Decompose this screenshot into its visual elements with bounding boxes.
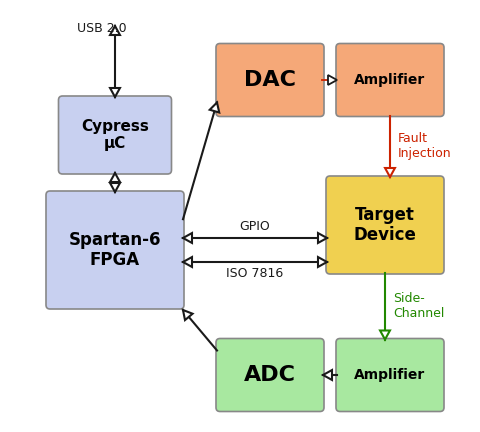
Text: Side-
Channel: Side- Channel: [393, 292, 444, 320]
FancyBboxPatch shape: [46, 191, 184, 309]
Polygon shape: [183, 233, 192, 243]
Polygon shape: [183, 257, 192, 267]
Text: Spartan-6
FPGA: Spartan-6 FPGA: [69, 231, 161, 270]
FancyBboxPatch shape: [59, 96, 171, 174]
Polygon shape: [328, 75, 337, 85]
FancyBboxPatch shape: [326, 176, 444, 274]
Text: Amplifier: Amplifier: [354, 73, 426, 87]
Polygon shape: [110, 173, 120, 182]
FancyBboxPatch shape: [216, 44, 324, 117]
Text: USB 2.0: USB 2.0: [77, 22, 127, 35]
Text: Fault
Injection: Fault Injection: [398, 132, 452, 160]
Polygon shape: [318, 257, 327, 267]
FancyBboxPatch shape: [336, 339, 444, 412]
Text: ISO 7816: ISO 7816: [227, 267, 284, 280]
Text: DAC: DAC: [244, 70, 296, 90]
Text: Cypress
μC: Cypress μC: [81, 119, 149, 151]
Polygon shape: [183, 310, 192, 320]
Text: GPIO: GPIO: [240, 220, 270, 233]
Polygon shape: [380, 330, 390, 340]
Polygon shape: [110, 183, 120, 192]
Polygon shape: [323, 370, 332, 380]
Text: ADC: ADC: [244, 365, 296, 385]
Polygon shape: [318, 233, 327, 243]
Text: Target
Device: Target Device: [354, 206, 417, 245]
Polygon shape: [110, 26, 120, 35]
FancyBboxPatch shape: [216, 339, 324, 412]
Polygon shape: [210, 102, 219, 112]
FancyBboxPatch shape: [336, 44, 444, 117]
Polygon shape: [110, 88, 120, 97]
Text: Amplifier: Amplifier: [354, 368, 426, 382]
Polygon shape: [385, 168, 395, 177]
